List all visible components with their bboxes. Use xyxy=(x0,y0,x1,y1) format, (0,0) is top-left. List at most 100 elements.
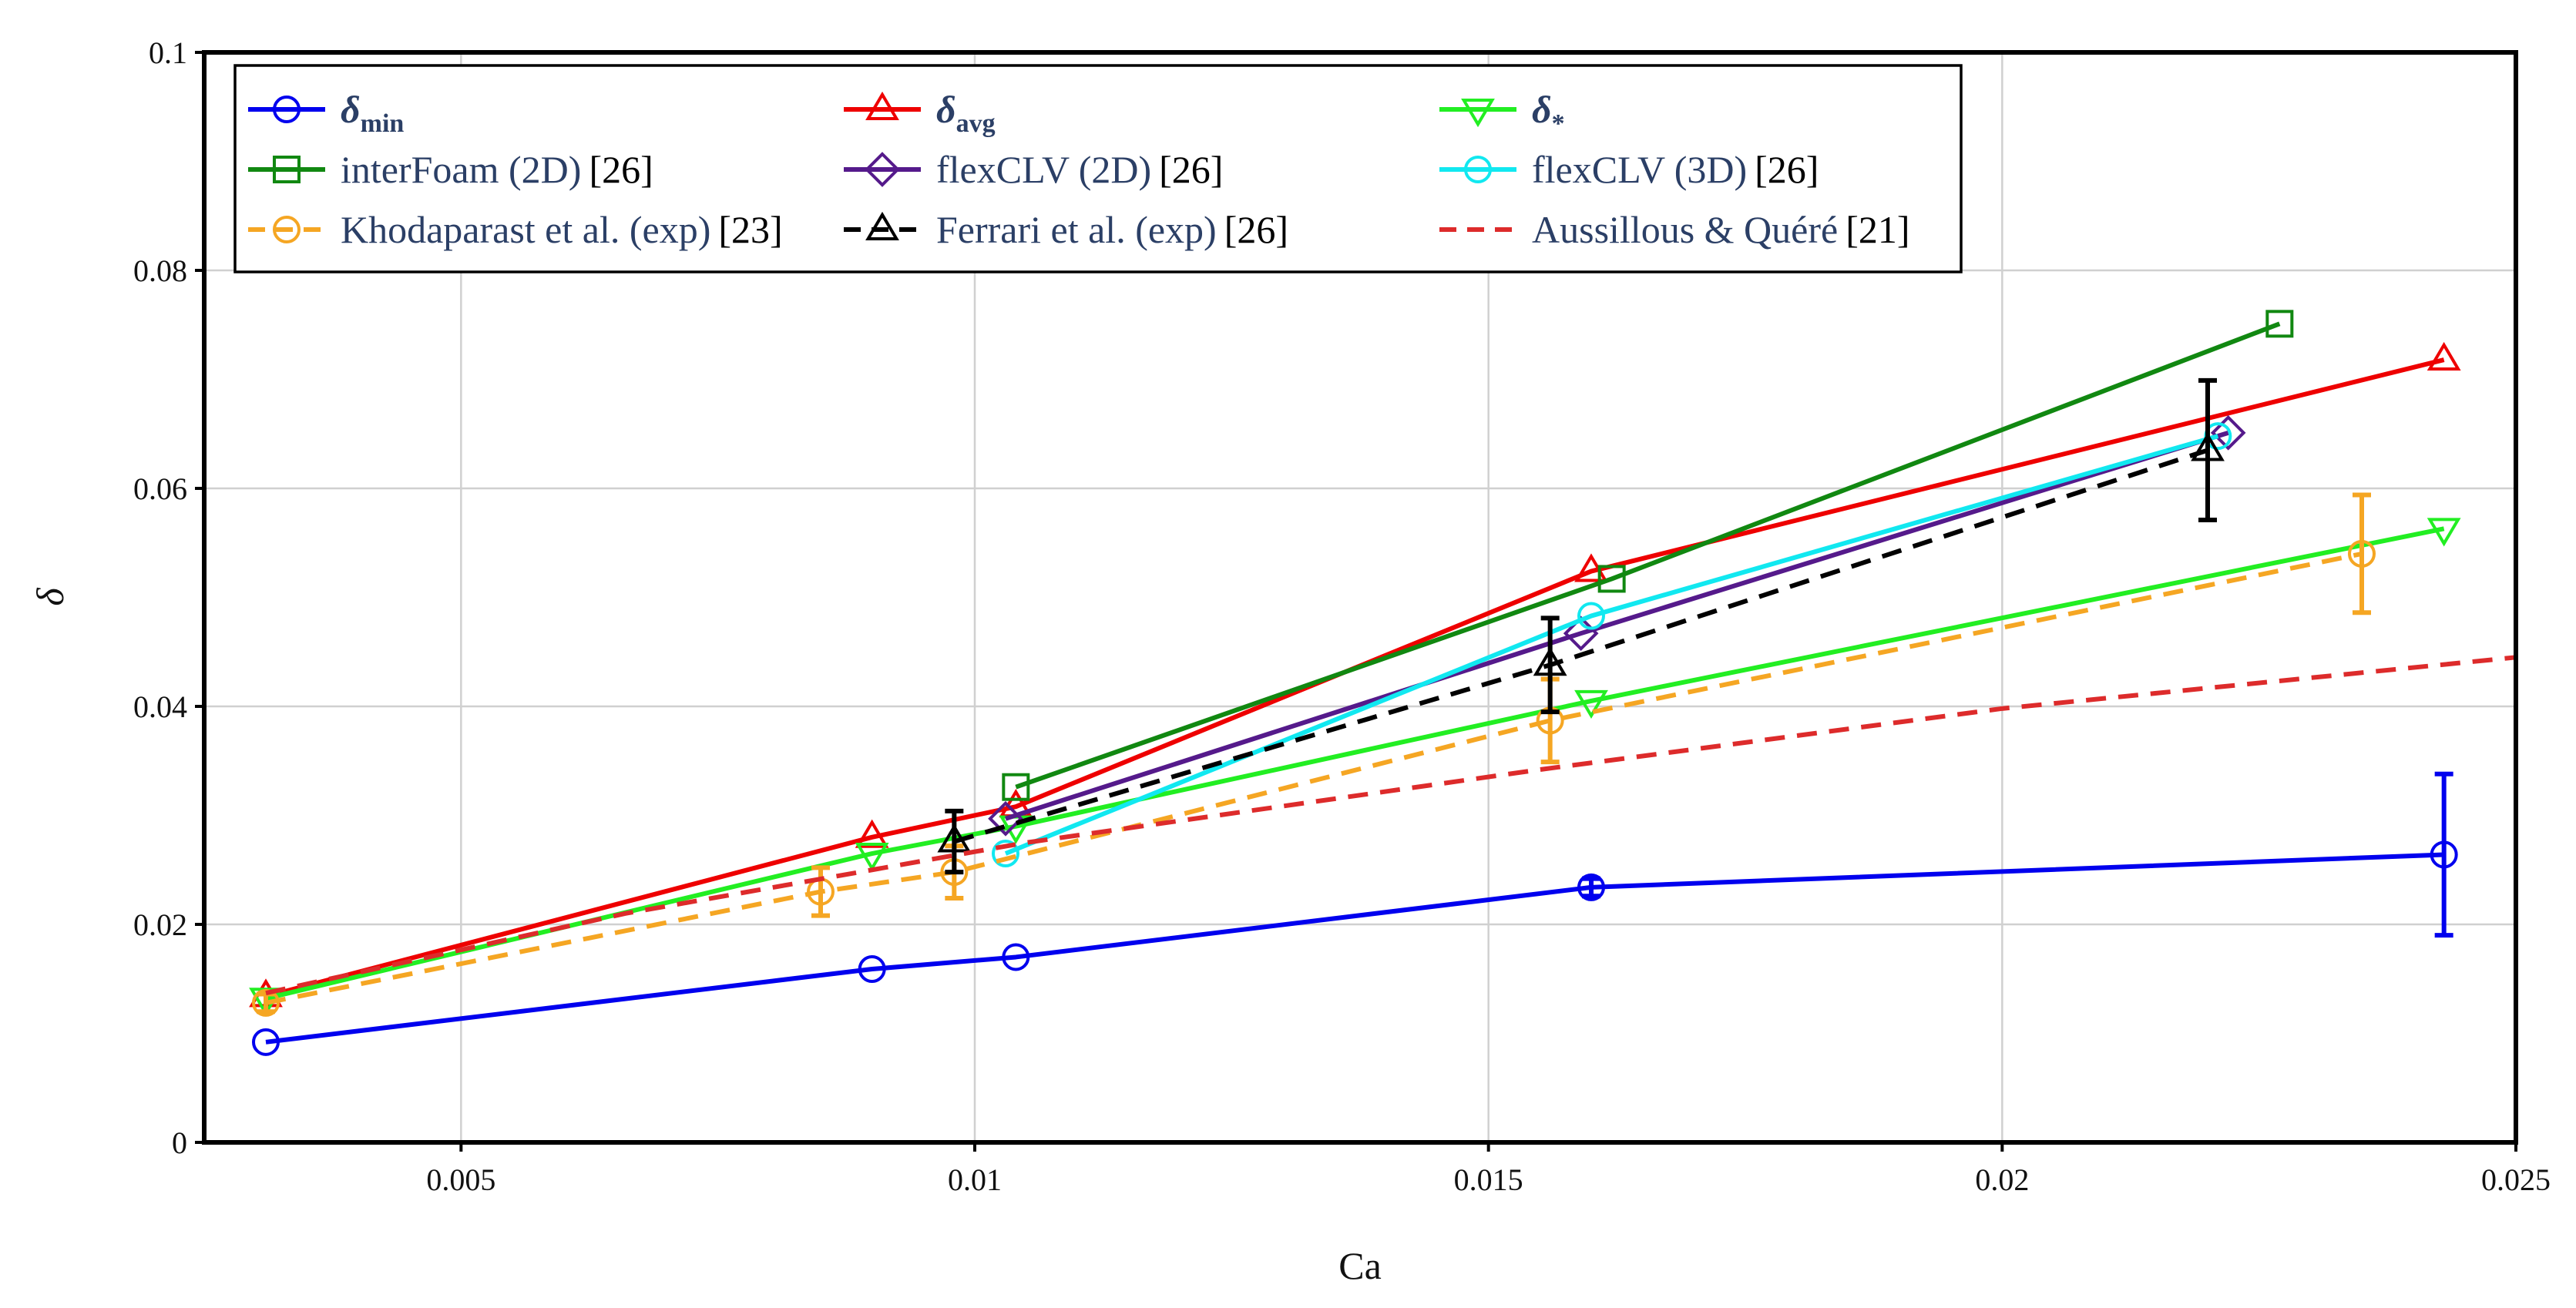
legend-label: δ* xyxy=(1532,88,1565,138)
legend-label-main: δ xyxy=(341,88,361,131)
plot-frame xyxy=(202,50,2518,1145)
data-point xyxy=(2191,432,2225,461)
x-tick-label: 0.015 xyxy=(1454,1162,1523,1197)
y-tick-label: 0.04 xyxy=(133,689,187,724)
error-bar xyxy=(945,808,964,875)
error-bar xyxy=(2434,771,2453,938)
legend-item: δmin xyxy=(248,88,404,138)
legend-label: Aussillous & Quéré [21] xyxy=(1532,208,1910,251)
series-line xyxy=(1005,430,2229,821)
legend-label-main: flexCLV (3D) xyxy=(1532,148,1747,191)
data-point xyxy=(1577,602,1605,630)
series-line xyxy=(265,655,2517,996)
data-point xyxy=(988,800,1023,837)
data-point xyxy=(855,819,889,848)
data-point xyxy=(2427,341,2461,371)
legend-ref: [26] xyxy=(1224,208,1288,251)
series--min xyxy=(252,771,2458,1056)
data-point xyxy=(855,843,889,872)
error-bar xyxy=(2353,492,2371,615)
y-tick-label: 0 xyxy=(172,1125,187,1160)
data-point xyxy=(1002,943,1030,971)
series-interfoam-2d- xyxy=(1002,310,2294,801)
legend-label-main: δ xyxy=(1532,88,1552,131)
x-tick-label: 0.025 xyxy=(2481,1162,2551,1197)
legend-label: flexCLV (2D) [26] xyxy=(936,148,1223,191)
data-point xyxy=(858,955,886,984)
legend-label-sub: min xyxy=(361,109,405,138)
legend-ref: [26] xyxy=(1755,148,1819,191)
legend-item: Aussillous & Quéré [21] xyxy=(1439,208,1910,251)
data-point xyxy=(273,96,301,123)
legend-item: flexCLV (2D) [26] xyxy=(844,148,1223,191)
data-point xyxy=(937,823,972,853)
x-tick-label: 0.02 xyxy=(1975,1162,2029,1197)
legend-label-main: δ xyxy=(936,88,956,131)
error-bar xyxy=(811,865,830,918)
series-ferrari-et-al-exp- xyxy=(937,377,2225,875)
legend-ref: [21] xyxy=(1846,208,1909,251)
data-point xyxy=(2427,518,2461,547)
y-tick-label: 0.02 xyxy=(133,907,187,942)
legend-item: flexCLV (3D) [26] xyxy=(1439,148,1819,191)
data-point xyxy=(1577,873,1605,901)
series-line xyxy=(265,551,2363,1005)
series-khodaparast-et-al-exp- xyxy=(252,492,2376,1017)
x-tick-label: 0.005 xyxy=(426,1162,495,1197)
legend-label: δavg xyxy=(936,88,996,138)
legend-ref: [26] xyxy=(1159,148,1223,191)
error-bar xyxy=(1582,876,1600,899)
series-aussillous-qu-r- xyxy=(265,655,2517,996)
y-tick-label: 0.08 xyxy=(133,253,187,288)
series-flexclv-3d- xyxy=(992,422,2232,868)
series-layer xyxy=(249,310,2517,1056)
legend-label-sub: avg xyxy=(956,109,996,138)
y-axis-label: δ xyxy=(29,588,72,606)
ticks: 0.005 0.01 0.015 0.02 0.025 0 0.02 0.04 0.06 0.08… xyxy=(133,35,2551,1197)
legend: δmin δavg δ*interFoam (2D) [26] flexCLV (2D)… xyxy=(233,64,1963,273)
error-bar xyxy=(2198,377,2217,523)
x-axis-label: Ca xyxy=(1338,1244,1382,1287)
series-line xyxy=(1004,434,2219,856)
legend-label: Ferrari et al. (exp) [26] xyxy=(936,208,1288,251)
legend-label-sub: * xyxy=(1552,109,1565,138)
x-tick-label: 0.01 xyxy=(948,1162,1002,1197)
series-line xyxy=(265,357,2445,999)
legend-label-main: Ferrari et al. (exp) xyxy=(936,208,1217,251)
error-bar xyxy=(1540,615,1560,715)
data-point xyxy=(2430,840,2458,869)
series--avg xyxy=(249,341,2461,1008)
data-point xyxy=(1597,565,1626,593)
series-line xyxy=(1015,321,2281,790)
legend-label-main: interFoam (2D) xyxy=(341,148,581,191)
legend-item: Ferrari et al. (exp) [26] xyxy=(844,208,1288,251)
legend-ref: [26] xyxy=(589,148,653,191)
legend-label-main: flexCLV (2D) xyxy=(936,148,1151,191)
data-point xyxy=(865,91,899,120)
data-point xyxy=(865,152,900,187)
series-flexclv-2d- xyxy=(988,415,2246,837)
series-line xyxy=(265,526,2445,1001)
data-point xyxy=(992,840,1019,868)
data-point xyxy=(2210,415,2246,451)
data-point xyxy=(2265,310,2294,338)
data-point xyxy=(1574,689,1608,719)
legend-label: flexCLV (3D) [26] xyxy=(1532,148,1819,191)
series-line xyxy=(953,448,2208,844)
data-point xyxy=(1461,99,1495,128)
legend-item: Khodaparast et al. (exp) [23] xyxy=(248,208,783,251)
data-point xyxy=(252,1028,280,1056)
data-point xyxy=(1464,156,1492,183)
legend-box xyxy=(233,64,1963,273)
data-point xyxy=(1002,773,1030,801)
legend-ref: [23] xyxy=(718,208,782,251)
legend-item: δ* xyxy=(1439,88,1565,138)
series-line xyxy=(265,852,2444,1045)
error-bar xyxy=(257,991,275,1015)
legend-label-main: Khodaparast et al. (exp) xyxy=(341,208,710,251)
data-point xyxy=(1533,647,1567,676)
data-point xyxy=(273,156,301,183)
legend-label: interFoam (2D) [26] xyxy=(341,148,653,191)
data-point xyxy=(252,988,280,1017)
